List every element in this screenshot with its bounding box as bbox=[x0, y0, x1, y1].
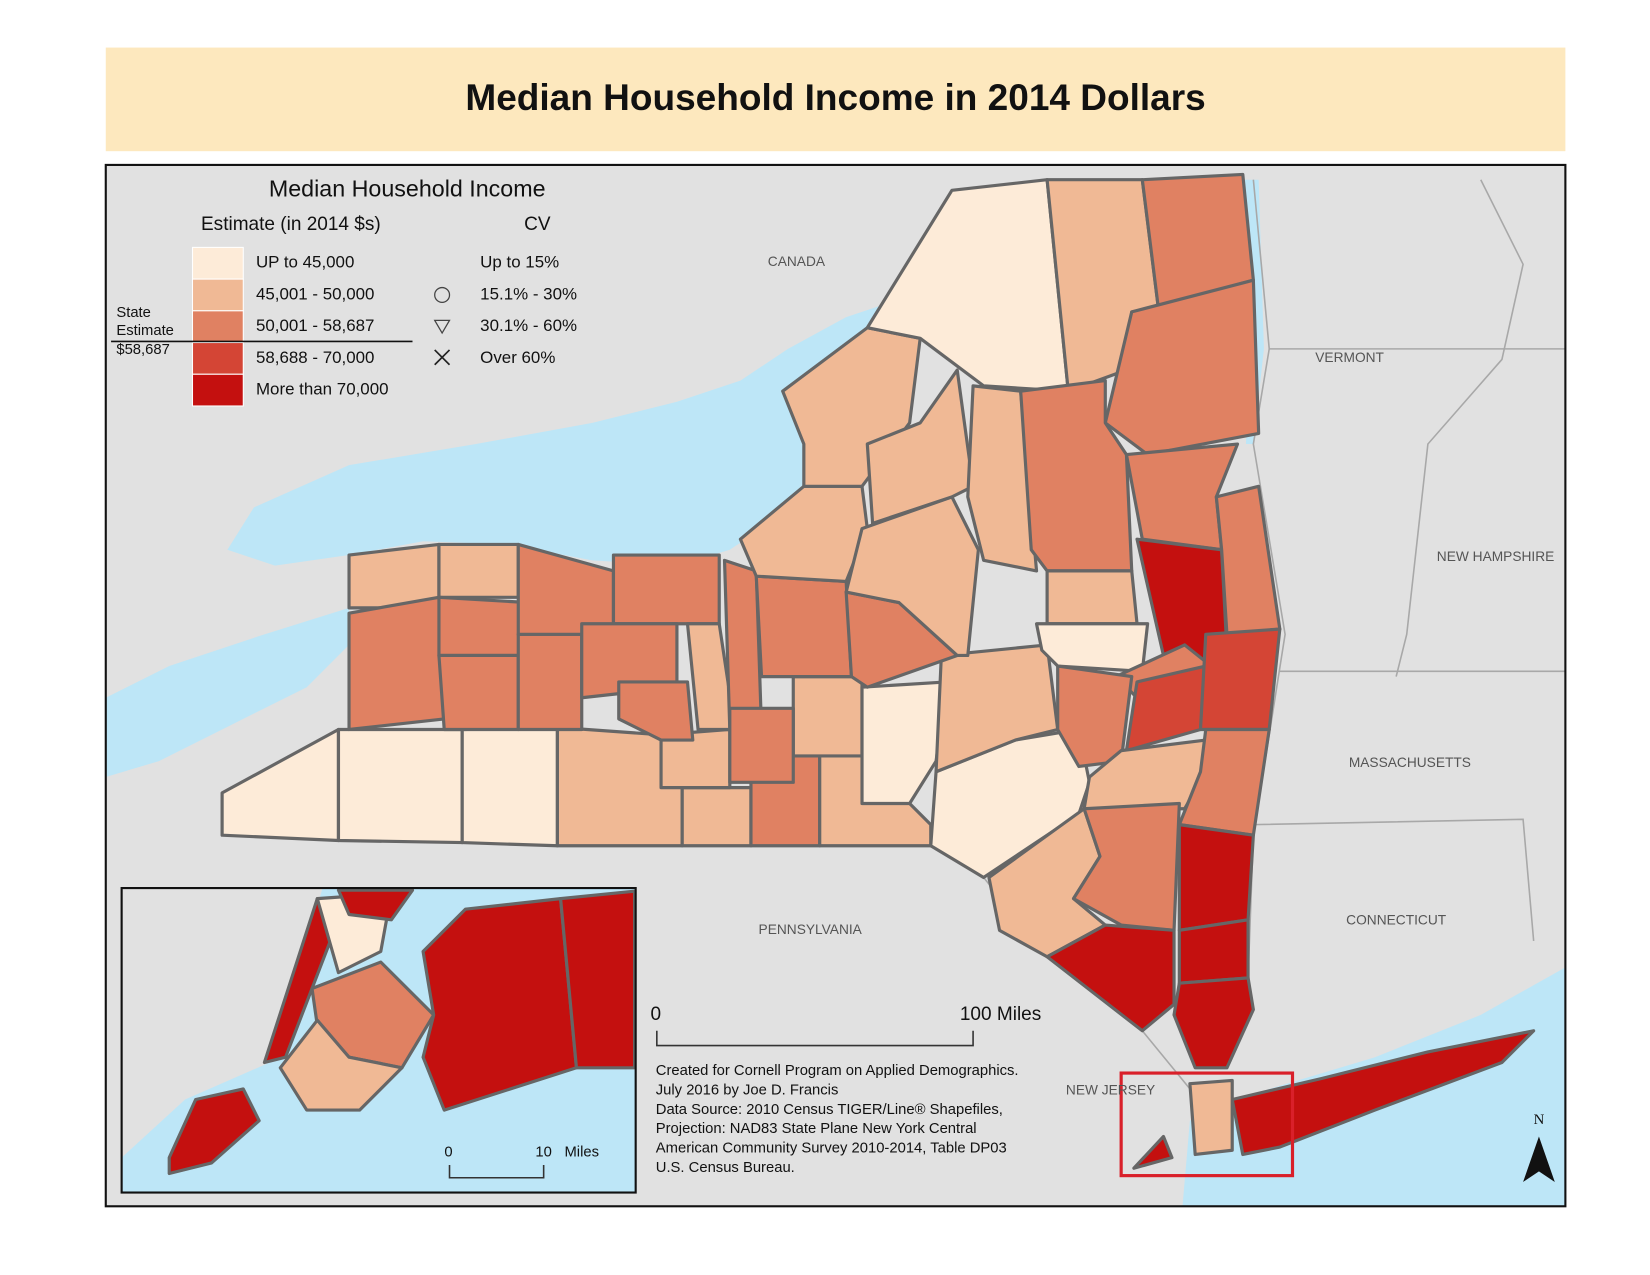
state-estimate-label: State bbox=[116, 305, 151, 321]
cv-label: Up to 15% bbox=[480, 253, 559, 272]
legend-title: Median Household Income bbox=[269, 175, 546, 201]
county bbox=[1045, 923, 1176, 1033]
inset-border bbox=[120, 887, 637, 1194]
legend-label: UP to 45,000 bbox=[256, 253, 354, 272]
legend-swatch bbox=[191, 342, 244, 375]
inset-scale-start: 0 bbox=[444, 1144, 452, 1160]
map-frame bbox=[104, 163, 1567, 1208]
place-label: VERMONT bbox=[1315, 350, 1384, 365]
legend: Median Household Income Estimate (in 201… bbox=[111, 175, 577, 407]
county bbox=[617, 680, 695, 742]
county bbox=[1132, 1134, 1174, 1170]
county bbox=[754, 574, 854, 679]
credit-line: American Community Survey 2010-2014, Tab… bbox=[656, 1141, 1007, 1157]
county bbox=[1034, 622, 1150, 673]
lake-ontario bbox=[227, 296, 931, 566]
cv-symbol-x bbox=[434, 349, 451, 366]
county bbox=[1230, 1029, 1536, 1157]
county bbox=[611, 553, 721, 626]
credit-line: Created for Cornell Program on Applied D… bbox=[656, 1063, 1019, 1079]
county bbox=[1019, 379, 1134, 573]
inset-scale-end: 10 bbox=[535, 1144, 551, 1160]
county bbox=[966, 384, 1039, 573]
credit-line: Projection: NAD83 State Plane New York C… bbox=[656, 1121, 977, 1137]
place-label: NEW JERSEY bbox=[1066, 1083, 1155, 1098]
place-label: PENNSYLVANIA bbox=[759, 922, 863, 937]
county bbox=[844, 495, 980, 658]
county bbox=[421, 897, 579, 1112]
county bbox=[437, 595, 531, 658]
cv-symbol-triangle bbox=[433, 319, 451, 335]
county bbox=[680, 786, 753, 848]
county bbox=[167, 1087, 261, 1176]
credits: Created for Cornell Program on Applied D… bbox=[656, 1063, 1019, 1176]
credit-line: U.S. Census Bureau. bbox=[656, 1160, 795, 1176]
county bbox=[336, 888, 415, 922]
county bbox=[1056, 664, 1134, 769]
county bbox=[860, 680, 949, 806]
scale-start: 0 bbox=[650, 1004, 661, 1025]
county bbox=[347, 595, 446, 732]
county bbox=[1177, 823, 1255, 932]
legend-label: 58,688 - 70,000 bbox=[256, 348, 374, 367]
county bbox=[516, 632, 584, 732]
county bbox=[1103, 278, 1261, 457]
credit-line: Data Source: 2010 Census TIGER/Line® Sha… bbox=[656, 1102, 1003, 1118]
county bbox=[437, 542, 520, 599]
county bbox=[659, 727, 732, 790]
county bbox=[1177, 918, 1250, 985]
scale-bar bbox=[656, 1030, 974, 1047]
county bbox=[934, 643, 1060, 774]
place-label: CANADA bbox=[768, 254, 826, 269]
county bbox=[437, 653, 520, 732]
county bbox=[278, 1018, 404, 1112]
north-label: N bbox=[1534, 1112, 1545, 1128]
county bbox=[1045, 569, 1139, 626]
inset-locator bbox=[1119, 1071, 1295, 1178]
legend-swatch bbox=[191, 373, 244, 407]
county bbox=[1198, 627, 1282, 732]
county bbox=[336, 727, 464, 845]
place-label: NEW HAMPSHIRE bbox=[1437, 549, 1555, 564]
place-label: CONNECTICUT bbox=[1346, 912, 1447, 927]
title-banner bbox=[105, 47, 1566, 152]
inset-scale-unit: Miles bbox=[564, 1144, 599, 1160]
map-border bbox=[104, 163, 1567, 1208]
inset: 0 10 Miles bbox=[120, 887, 637, 1194]
state-estimate-value: $58,687 bbox=[116, 342, 170, 358]
inset-land bbox=[121, 888, 323, 1158]
county bbox=[1172, 976, 1255, 1070]
inset-counties bbox=[167, 888, 637, 1176]
scale-end: 100 Miles bbox=[960, 1004, 1041, 1025]
county bbox=[460, 725, 559, 848]
north-arrow bbox=[1523, 1136, 1555, 1182]
cv-label: 30.1% - 60% bbox=[480, 316, 577, 335]
state-estimate-label: Estimate bbox=[116, 323, 174, 339]
counties bbox=[220, 172, 1536, 1170]
legend-cv-heading: CV bbox=[524, 214, 551, 235]
place-label: MASSACHUSETTS bbox=[1349, 755, 1471, 770]
legend-swatch bbox=[191, 246, 244, 280]
legend-label: More than 70,000 bbox=[256, 380, 389, 399]
lake-erie bbox=[105, 607, 350, 778]
legend-swatch bbox=[191, 278, 244, 312]
state-border bbox=[1253, 818, 1535, 941]
county bbox=[728, 706, 795, 784]
legend-estimate-heading: Estimate (in 2014 $s) bbox=[201, 214, 381, 235]
cv-label: Over 60% bbox=[480, 348, 555, 367]
cv-label: 15.1% - 30% bbox=[480, 284, 577, 303]
county bbox=[1188, 1078, 1234, 1157]
cv-symbol-circle bbox=[434, 286, 451, 303]
title: Median Household Income in 2014 Dollars bbox=[465, 76, 1205, 118]
legend-rows: UP to 45,000 45,001 - 50,000 50,001 - 58,6… bbox=[191, 246, 577, 407]
legend-label: 45,001 - 50,000 bbox=[256, 284, 374, 303]
legend-swatch bbox=[191, 310, 244, 344]
state-border bbox=[1395, 179, 1524, 677]
credit-line: July 2016 by Joe D. Francis bbox=[656, 1082, 839, 1098]
county bbox=[791, 675, 864, 758]
inset-scale-bar bbox=[448, 1165, 545, 1179]
legend-label: 50,001 - 58,687 bbox=[256, 316, 374, 335]
